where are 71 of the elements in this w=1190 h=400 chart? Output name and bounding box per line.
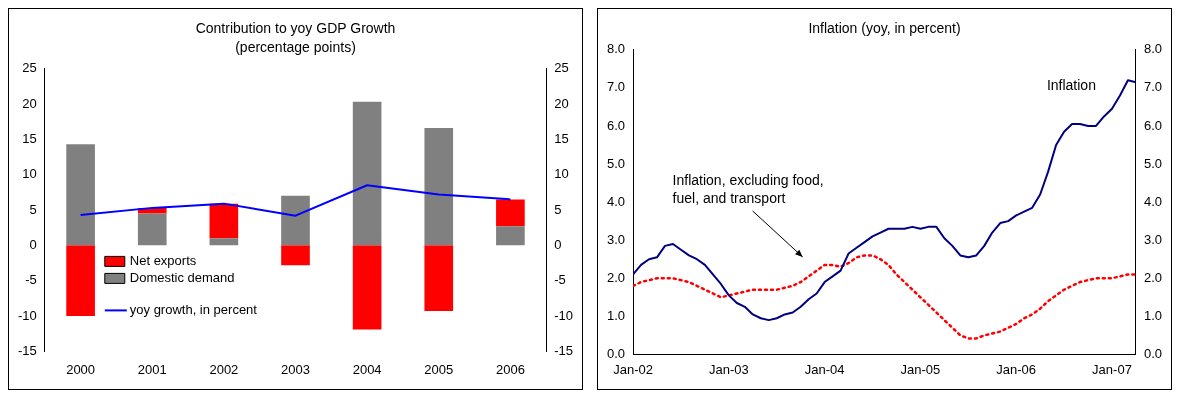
- y2-tick-label: 20: [554, 95, 569, 111]
- y2-tick-label: -5: [554, 272, 566, 288]
- bar: [352, 101, 382, 246]
- bar: [209, 238, 239, 246]
- y-tick-label: 20: [22, 95, 37, 111]
- x-tick-label: 2005: [424, 361, 454, 377]
- y-tick-label: 1.0: [606, 307, 626, 323]
- legend-label: Net exports: [129, 252, 197, 268]
- bar: [424, 245, 454, 312]
- bar: [281, 245, 310, 266]
- x-tick-label: Jan-02: [613, 361, 653, 377]
- bar: [66, 144, 95, 246]
- y2-tick-label: 8.0: [1143, 41, 1163, 57]
- text: Inflation, excluding food, fuel, and transport: [672, 171, 824, 206]
- x-tick-label: 2000: [66, 361, 96, 377]
- y-tick-label: -10: [17, 307, 37, 323]
- y2-tick-label: -15: [554, 342, 574, 358]
- x-tick-label: 2006: [495, 361, 525, 377]
- y2-tick-label: 0.0: [1143, 345, 1163, 361]
- y-tick-label: 7.0: [606, 79, 626, 95]
- y2-tick-label: 25: [554, 60, 569, 76]
- y-tick-label: 2.0: [606, 269, 626, 285]
- y-tick-label: -15: [17, 342, 37, 358]
- y2-tick-label: 10: [554, 166, 569, 182]
- y2-tick-label: 3.0: [1143, 231, 1163, 247]
- x-tick-label: Jan-03: [708, 361, 749, 377]
- x-tick-label: Jan-05: [900, 361, 941, 377]
- chart-title: Contribution to yoy GDP Growth: [195, 20, 396, 37]
- legend-label: Domestic demand: [129, 269, 235, 285]
- x-tick-label: 2004: [352, 361, 382, 377]
- bar: [424, 127, 454, 246]
- bar: [352, 245, 382, 330]
- y2-tick-label: 2.0: [1143, 269, 1163, 285]
- y2-tick-label: 5.0: [1143, 155, 1163, 171]
- y-tick-label: 5.0: [606, 155, 626, 171]
- bar: [137, 213, 167, 246]
- x-tick-label: 2003: [281, 361, 310, 377]
- x-tick-label: Jan-04: [804, 361, 845, 377]
- y2-tick-label: 15: [554, 130, 569, 146]
- y-tick-label: 0: [29, 236, 37, 252]
- y-tick-label: 3.0: [606, 231, 626, 247]
- series-label: Inflation: [1046, 77, 1096, 94]
- bar: [209, 203, 239, 239]
- bar: [281, 195, 310, 246]
- y2-tick-label: -10: [554, 307, 574, 323]
- y-tick-label: 4.0: [606, 193, 626, 209]
- y2-tick-label: 6.0: [1143, 117, 1163, 133]
- x-tick-label: Jan-06: [996, 361, 1037, 377]
- bar: [496, 226, 525, 246]
- y-tick-label: 15: [22, 130, 37, 146]
- y2-tick-label: 7.0: [1143, 79, 1163, 95]
- y-tick-label: 5: [29, 201, 37, 217]
- y2-tick-label: 0: [554, 236, 562, 252]
- y-tick-label: -5: [25, 272, 37, 288]
- y2-tick-label: 1.0: [1143, 307, 1163, 323]
- y2-tick-label: 5: [554, 201, 562, 217]
- line-series: [633, 254, 1136, 340]
- y2-tick-label: 4.0: [1143, 193, 1163, 209]
- y-tick-label: 8.0: [606, 41, 626, 57]
- legend-label: yoy growth, in percent: [129, 301, 258, 317]
- bar: [496, 199, 525, 227]
- y-tick-label: 10: [22, 166, 37, 182]
- x-tick-label: Jan-07: [1092, 361, 1132, 377]
- chart-title: Inflation (yoy, in percent): [808, 20, 961, 37]
- y-tick-label: 0.0: [606, 345, 626, 361]
- y-tick-label: 25: [22, 60, 37, 76]
- chart-subtitle: (percentage points): [235, 39, 356, 56]
- x-tick-label: 2001: [137, 361, 167, 377]
- bar: [66, 245, 95, 317]
- y-tick-label: 6.0: [606, 117, 626, 133]
- x-tick-label: 2002: [209, 361, 239, 377]
